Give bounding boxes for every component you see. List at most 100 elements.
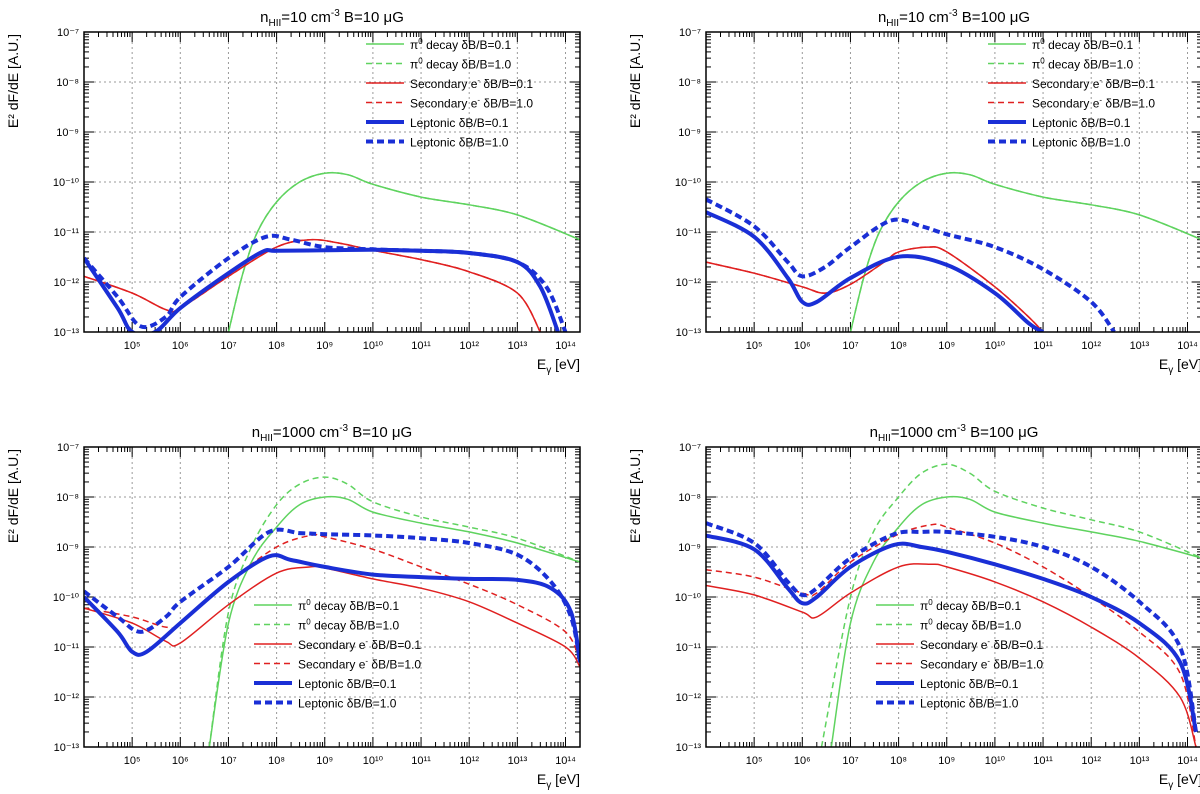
legend-entry: π0 decay δB/B=0.1 (410, 37, 511, 52)
legend-entry: Leptonic δB/B=1.0 (298, 697, 397, 711)
x-tick-label: 10⁸ (890, 755, 907, 767)
legend-entry: Leptonic δB/B=1.0 (410, 136, 509, 150)
series-line-pi0-solid (849, 171, 1200, 332)
x-tick-label: 10⁷ (842, 340, 858, 352)
plot-frame (705, 31, 1200, 333)
legend: π0 decay δB/B=0.1 π0 decay δB/B=1.0 Second… (366, 37, 533, 150)
y-tick-label: 10⁻⁷ (57, 27, 79, 39)
y-tick-label: 10⁻¹² (676, 692, 702, 704)
chart-panel-4: 10⁻¹³ 10⁻¹² 10⁻¹¹ 10⁻¹⁰ 10⁻⁹ 10⁻⁸ 10⁻⁷ 10⁵ 10⁶ 10… (627, 423, 1200, 791)
x-tick-label: 10⁸ (268, 755, 285, 767)
series-line-lep-dash (706, 521, 1198, 733)
legend-entry: Leptonic δB/B=1.0 (920, 697, 1019, 711)
x-tick-label: 10¹⁴ (1177, 340, 1198, 352)
series-line-lep-dash (706, 197, 1116, 332)
y-tick-label: 10⁻¹³ (676, 327, 702, 339)
x-tick-label: 10⁹ (316, 340, 333, 352)
y-axis-label: E² dF/dE [A.U.] (627, 449, 643, 543)
legend-entry: π0 decay δB/B=1.0 (920, 618, 1021, 633)
y-axis-label: E² dF/dE [A.U.] (627, 34, 643, 128)
y-tick-label: 10⁻¹³ (54, 742, 80, 754)
x-axis-label: Eγ [eV] (537, 771, 580, 791)
plot-frame (83, 446, 581, 748)
y-axis-label: E² dF/dE [A.U.] (5, 34, 21, 128)
legend-entry: π0 decay δB/B=1.0 (1032, 57, 1133, 72)
x-tick-label: 10¹⁴ (1177, 755, 1198, 767)
series-line-pi0-dash (820, 463, 1200, 747)
x-tick-label: 10¹¹ (411, 340, 431, 352)
chart-title: nHII=1000 cm-3 B=10 μG (252, 423, 412, 444)
series-line-lep-dash (84, 233, 568, 332)
series-line-pi0-solid (208, 495, 580, 747)
x-tick-label: 10¹⁰ (985, 755, 1006, 767)
x-tick-label: 10¹² (1081, 340, 1101, 352)
x-tick-label: 10¹⁴ (555, 340, 576, 352)
chart-title: nHII=1000 cm-3 B=100 μG (870, 423, 1039, 444)
series-line-pi0-solid (830, 495, 1200, 747)
y-tick-label: 10⁻¹² (54, 692, 80, 704)
series-line-lep-solid (706, 210, 1045, 332)
x-tick-label: 10⁷ (842, 755, 858, 767)
x-tick-label: 10¹⁰ (985, 340, 1006, 352)
x-tick-label: 10⁵ (746, 755, 763, 767)
x-tick-label: 10⁸ (890, 340, 907, 352)
y-tick-label: 10⁻⁷ (57, 442, 79, 454)
x-tick-label: 10⁶ (794, 340, 811, 352)
legend: π0 decay δB/B=0.1 π0 decay δB/B=1.0 Second… (254, 598, 421, 711)
series-line-sec-dash (706, 246, 1044, 332)
y-tick-label: 10⁻⁸ (678, 492, 701, 504)
series-line-lep-solid (706, 533, 1198, 733)
legend-entry: Leptonic δB/B=0.1 (920, 677, 1019, 691)
y-tick-label: 10⁻¹⁰ (675, 592, 702, 604)
x-tick-label: 10⁹ (938, 755, 955, 767)
x-axis-label: Eγ [eV] (1159, 356, 1200, 376)
x-tick-label: 10¹³ (1130, 340, 1150, 352)
legend-entry: Secondary e- δB/B=0.1 (1032, 76, 1155, 91)
y-tick-label: 10⁻¹² (54, 277, 80, 289)
y-tick-label: 10⁻⁹ (56, 542, 79, 554)
legend-entry: Secondary e- δB/B=1.0 (1032, 96, 1155, 111)
legend-entry: π0 decay δB/B=0.1 (1032, 37, 1133, 52)
legend-entry: Secondary e- δB/B=0.1 (298, 637, 421, 652)
series-line-sec-dash (84, 533, 580, 663)
y-tick-label: 10⁻⁷ (679, 442, 701, 454)
x-tick-label: 10¹³ (508, 755, 528, 767)
x-tick-label: 10¹² (1081, 755, 1101, 767)
legend-entry: Secondary e- δB/B=1.0 (410, 96, 533, 111)
x-tick-label: 10⁵ (746, 340, 763, 352)
legend-entry: π0 decay δB/B=1.0 (298, 618, 399, 633)
y-tick-label: 10⁻⁸ (56, 77, 79, 89)
chart-panel-2: 10⁻¹³ 10⁻¹² 10⁻¹¹ 10⁻¹⁰ 10⁻⁹ 10⁻⁸ 10⁻⁷ 10⁵ 10⁶ 10… (627, 8, 1200, 376)
x-tick-label: 10⁹ (316, 755, 333, 767)
legend-entry: π0 decay δB/B=0.1 (298, 598, 399, 613)
x-tick-label: 10¹⁰ (363, 755, 384, 767)
legend-entry: Leptonic δB/B=0.1 (298, 677, 397, 691)
y-tick-label: 10⁻⁹ (678, 127, 701, 139)
chart-panel-1: 10⁻¹³ 10⁻¹² 10⁻¹¹ 10⁻¹⁰ 10⁻⁹ 10⁻⁸ 10⁻⁷ 10⁵ 10⁶ 10… (5, 8, 581, 376)
series-line-pi0-dash (849, 171, 1200, 332)
x-tick-label: 10¹³ (508, 340, 528, 352)
series-line-sec-solid (706, 563, 1197, 747)
legend: π0 decay δB/B=0.1 π0 decay δB/B=1.0 Second… (988, 37, 1155, 150)
legend-entry: Leptonic δB/B=0.1 (410, 116, 509, 130)
series-line-pi0-dash (227, 171, 580, 332)
x-tick-label: 10¹¹ (411, 755, 431, 767)
x-axis-label: Eγ [eV] (537, 356, 580, 376)
x-tick-label: 10⁶ (172, 340, 189, 352)
grid-lines (84, 447, 580, 747)
x-tick-label: 10⁷ (220, 755, 236, 767)
y-tick-label: 10⁻¹³ (676, 742, 702, 754)
x-tick-label: 10¹³ (1130, 755, 1150, 767)
x-tick-label: 10¹⁴ (555, 755, 576, 767)
series-line-sec-dash (84, 238, 541, 332)
x-axis-label: Eγ [eV] (1159, 771, 1200, 791)
y-tick-label: 10⁻⁹ (56, 127, 79, 139)
x-tick-label: 10⁸ (268, 340, 285, 352)
y-tick-label: 10⁻¹⁰ (675, 177, 702, 189)
x-tick-label: 10¹⁰ (363, 340, 384, 352)
x-tick-label: 10⁷ (220, 340, 236, 352)
legend-entry: Secondary e- δB/B=1.0 (920, 657, 1043, 672)
chart-title: nHII=10 cm-3 B=100 μG (878, 8, 1030, 29)
x-tick-label: 10¹¹ (1033, 755, 1053, 767)
